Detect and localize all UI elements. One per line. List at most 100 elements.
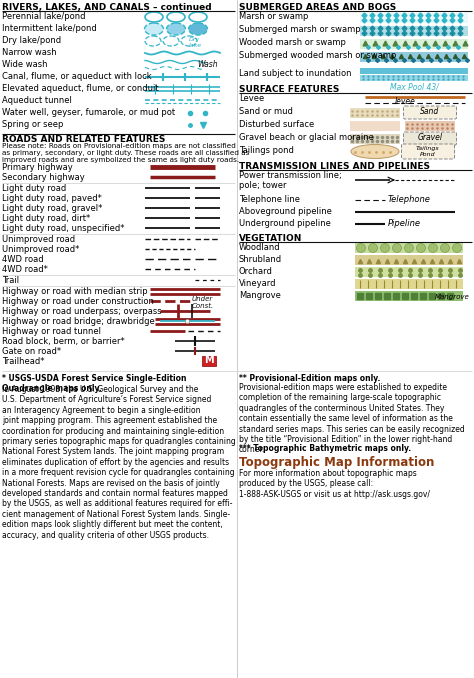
Text: ROADS AND RELATED FEATURES: ROADS AND RELATED FEATURES: [2, 135, 165, 144]
Text: Elevated aqueduct, flume, or conduit: Elevated aqueduct, flume, or conduit: [2, 84, 159, 93]
FancyBboxPatch shape: [403, 106, 456, 119]
Text: Wash: Wash: [197, 60, 218, 69]
Text: * USGS-USDA Forest Service Single-Edition
Quadrangle maps only.: * USGS-USDA Forest Service Single-Editio…: [2, 374, 186, 393]
Text: Submerged marsh or swamp: Submerged marsh or swamp: [239, 25, 361, 34]
Ellipse shape: [145, 23, 164, 35]
Text: Wide wash: Wide wash: [2, 60, 47, 69]
Text: Provisional-edition maps were established to expedite
completion of the remainin: Provisional-edition maps were establishe…: [239, 383, 465, 454]
Bar: [350, 108, 400, 117]
Text: Highway or road with median strip: Highway or road with median strip: [2, 287, 147, 296]
Text: Marsh or swamp: Marsh or swamp: [239, 12, 309, 21]
Text: Aboveground pipeline: Aboveground pipeline: [239, 207, 332, 216]
Text: Telephone: Telephone: [388, 195, 431, 204]
Circle shape: [440, 243, 449, 252]
Text: SUBMERGED AREAS AND BOGS: SUBMERGED AREAS AND BOGS: [239, 3, 396, 12]
Bar: [202, 356, 216, 366]
Bar: [350, 134, 400, 144]
Text: Intermittent lake/pond: Intermittent lake/pond: [2, 24, 97, 33]
Text: Sand or mud: Sand or mud: [239, 107, 293, 116]
Text: Max Pool 43/: Max Pool 43/: [390, 83, 439, 92]
Ellipse shape: [166, 23, 185, 35]
Text: Tailings pond: Tailings pond: [239, 146, 294, 155]
Ellipse shape: [189, 23, 208, 35]
Text: Telephone line: Telephone line: [239, 195, 300, 204]
Text: Unimproved road*: Unimproved road*: [2, 245, 79, 254]
Text: Under
Const.: Under Const.: [192, 296, 214, 309]
Text: Light duty road, paved*: Light duty road, paved*: [2, 194, 102, 203]
Bar: [360, 75, 468, 81]
Text: Spring or seep: Spring or seep: [2, 120, 64, 129]
Text: Gravel beach or glacial moraine: Gravel beach or glacial moraine: [239, 133, 374, 142]
Text: *** Topographic Bathymetric maps only.: *** Topographic Bathymetric maps only.: [239, 444, 411, 453]
Circle shape: [428, 243, 438, 252]
Bar: [360, 68, 468, 73]
Text: Trailhead*: Trailhead*: [2, 357, 45, 366]
Text: ** Provisional-Edition maps only.: ** Provisional-Edition maps only.: [239, 374, 380, 383]
Circle shape: [368, 243, 377, 252]
Text: Pipeline: Pipeline: [388, 219, 421, 228]
Text: M: M: [204, 355, 214, 365]
Circle shape: [404, 243, 413, 252]
Circle shape: [417, 243, 426, 252]
Text: VEGETATION: VEGETATION: [239, 234, 302, 243]
Text: Sand: Sand: [420, 107, 439, 116]
Text: SURFACE FEATURES: SURFACE FEATURES: [239, 85, 339, 94]
Text: Disturbed surface: Disturbed surface: [239, 120, 314, 129]
Bar: [355, 255, 463, 265]
Text: TRANSMISSION LINES AND PIPELINES: TRANSMISSION LINES AND PIPELINES: [239, 162, 430, 171]
Text: Dry lake/pond: Dry lake/pond: [2, 36, 61, 45]
Text: Orchard: Orchard: [239, 267, 273, 276]
Text: 4WD road: 4WD road: [2, 255, 44, 264]
Bar: [360, 12, 468, 22]
Text: For more information about topographic maps
produced by the USGS, please call:
1: For more information about topographic m…: [239, 469, 430, 499]
Text: Wooded marsh or swamp: Wooded marsh or swamp: [239, 38, 346, 47]
Circle shape: [381, 243, 390, 252]
Text: Light duty road, gravel*: Light duty road, gravel*: [2, 204, 102, 213]
Bar: [355, 291, 463, 301]
Circle shape: [453, 243, 462, 252]
Text: Primary highway: Primary highway: [2, 163, 73, 172]
Text: RIVERS, LAKES, AND CANALS – continued: RIVERS, LAKES, AND CANALS – continued: [2, 3, 211, 12]
Text: Levee: Levee: [239, 94, 264, 103]
Text: Perennial lake/pond: Perennial lake/pond: [2, 12, 85, 21]
Text: Highway or road under construction: Highway or road under construction: [2, 297, 154, 306]
Text: 4WD road*: 4WD road*: [2, 265, 48, 274]
Text: Mangrove: Mangrove: [435, 294, 470, 300]
Bar: [355, 243, 463, 253]
Bar: [350, 121, 400, 130]
Text: Canal, flume, or aqueduct with lock: Canal, flume, or aqueduct with lock: [2, 72, 152, 81]
Text: Power transmission line;
pole; tower: Power transmission line; pole; tower: [239, 171, 342, 191]
Text: Highway or road bridge; drawbridge: Highway or road bridge; drawbridge: [2, 317, 155, 326]
Bar: [360, 39, 468, 49]
Circle shape: [392, 243, 401, 252]
Circle shape: [356, 243, 365, 252]
Text: Highway or road tunnel: Highway or road tunnel: [2, 327, 101, 336]
Text: Gate on road*: Gate on road*: [2, 347, 61, 356]
Text: Dry
lake: Dry lake: [189, 37, 202, 48]
Text: In August 1993, the U.S. Geological Survey and the
U.S. Department of Agricultur: In August 1993, the U.S. Geological Surv…: [2, 385, 236, 540]
Text: Light duty road, dirt*: Light duty road, dirt*: [2, 214, 90, 223]
Bar: [360, 52, 468, 62]
Text: Light duty road, unspecified*: Light duty road, unspecified*: [2, 224, 125, 233]
Text: Trail: Trail: [2, 276, 19, 285]
Text: Land subject to inundation: Land subject to inundation: [239, 69, 352, 78]
FancyBboxPatch shape: [401, 144, 455, 159]
Text: Road block, berm, or barrier*: Road block, berm, or barrier*: [2, 337, 125, 346]
Text: Vineyard: Vineyard: [239, 279, 276, 288]
Text: Gravel: Gravel: [418, 133, 443, 142]
Text: Topographic Map Information: Topographic Map Information: [239, 456, 434, 469]
Bar: [360, 26, 468, 35]
Text: Please note: Roads on Provisional-edition maps are not classified
as primary, se: Please note: Roads on Provisional-editio…: [2, 143, 249, 163]
Text: Secondary highway: Secondary highway: [2, 173, 85, 182]
Bar: [405, 121, 455, 130]
Text: levee: levee: [394, 96, 415, 106]
Bar: [150, 289, 220, 293]
Text: Tailings
Pond: Tailings Pond: [416, 146, 440, 157]
Text: Woodland: Woodland: [239, 243, 281, 252]
Text: Water well, geyser, fumarole, or mud pot: Water well, geyser, fumarole, or mud pot: [2, 108, 175, 117]
Text: Submerged wooded marsh or swamp: Submerged wooded marsh or swamp: [239, 51, 396, 60]
Bar: [355, 279, 463, 289]
Bar: [355, 267, 463, 277]
Ellipse shape: [351, 144, 399, 159]
Text: Highway or road underpass; overpass: Highway or road underpass; overpass: [2, 307, 162, 316]
